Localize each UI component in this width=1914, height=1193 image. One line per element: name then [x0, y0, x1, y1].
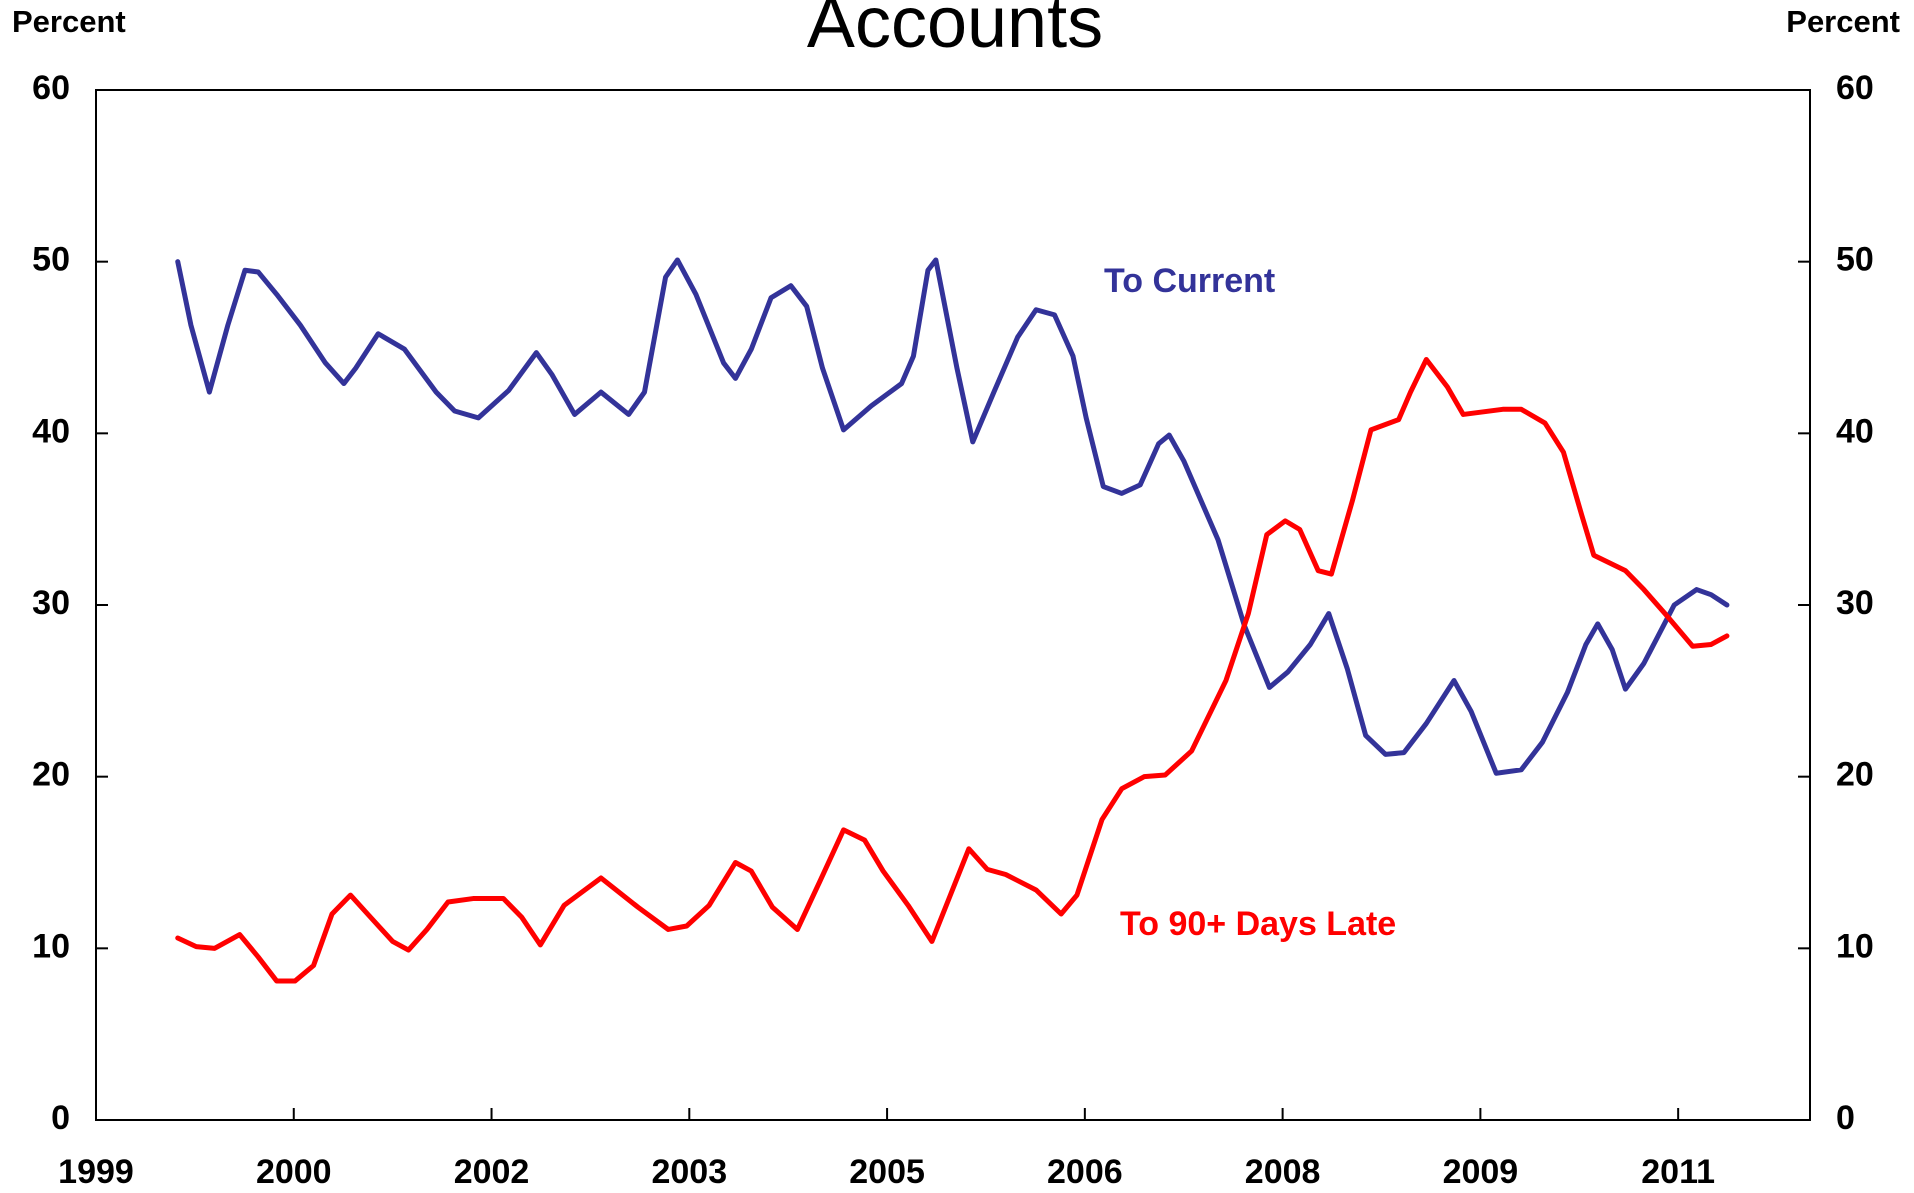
series-label: To 90+ Days Late — [1120, 905, 1396, 943]
y2-axis-label: Percent — [1786, 4, 1900, 39]
series-label: To Current — [1104, 262, 1275, 300]
x-tick-label: 2000 — [256, 1153, 332, 1191]
y2-tick-label: 40 — [1836, 412, 1874, 450]
y2-tick-label: 30 — [1836, 584, 1874, 622]
y2-tick-label: 50 — [1836, 241, 1874, 279]
x-tick-label: 1999 — [58, 1153, 134, 1191]
y-tick-label: 0 — [51, 1099, 70, 1137]
plot-frame — [95, 89, 1811, 1121]
y-axis-label: Percent — [12, 4, 126, 39]
y-tick-label: 20 — [32, 756, 70, 794]
x-tick-label: 2011 — [1641, 1153, 1715, 1191]
x-tick-label: 2009 — [1443, 1153, 1519, 1191]
y2-tick-label: 0 — [1836, 1099, 1855, 1137]
x-tick-label: 2006 — [1047, 1153, 1123, 1191]
series-line — [175, 357, 1730, 984]
x-tick-label: 2008 — [1245, 1153, 1321, 1191]
y2-tick-label: 60 — [1836, 69, 1874, 107]
chart-title: Accounts — [807, 0, 1103, 63]
y-tick-label: 30 — [32, 584, 70, 622]
x-tick-label: 2002 — [454, 1153, 530, 1191]
y2-tick-label: 20 — [1836, 756, 1874, 794]
x-tick-label: 2005 — [849, 1153, 925, 1191]
x-tick-label: 2003 — [651, 1153, 727, 1191]
y2-tick-label: 10 — [1836, 927, 1874, 965]
y-tick-label: 50 — [32, 241, 70, 279]
y-tick-label: 40 — [32, 412, 70, 450]
series-line — [175, 257, 1730, 776]
y-tick-label: 60 — [32, 69, 70, 107]
y-tick-label: 10 — [32, 927, 70, 965]
